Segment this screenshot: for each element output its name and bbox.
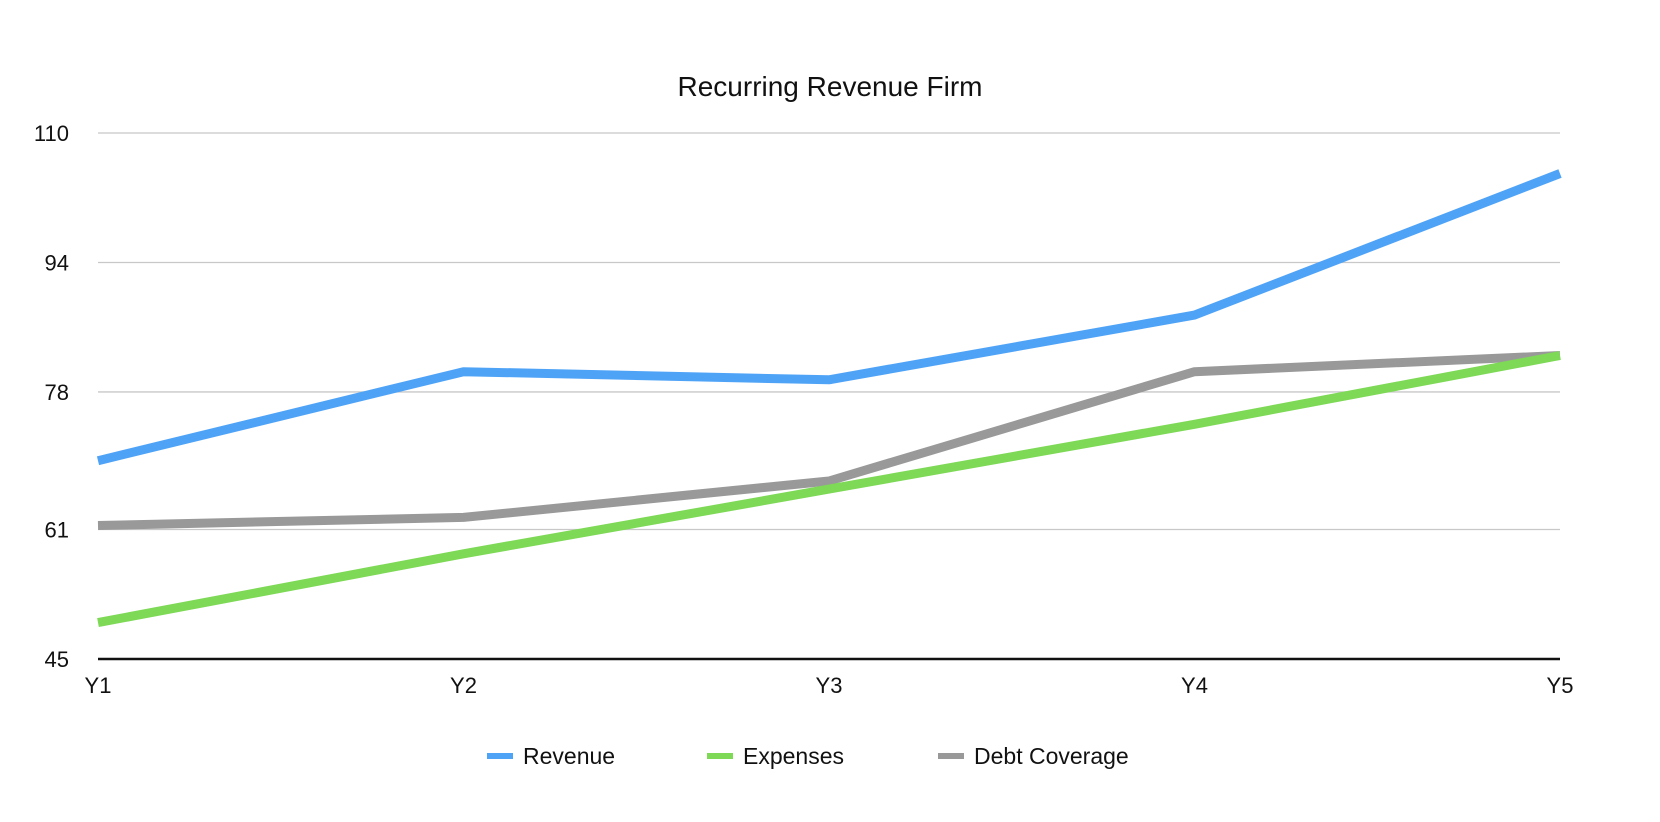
y-tick-label: 94 bbox=[45, 250, 69, 275]
series-line-debt-coverage bbox=[97, 351, 1561, 530]
x-tick-label: Y1 bbox=[85, 673, 112, 698]
x-tick-label: Y5 bbox=[1547, 673, 1574, 698]
chart-title: Recurring Revenue Firm bbox=[678, 71, 983, 102]
legend-item: Debt Coverage bbox=[938, 743, 1129, 769]
legend-label: Revenue bbox=[523, 743, 615, 769]
x-tick-label: Y3 bbox=[816, 673, 843, 698]
axis-layer: 45 61 78 94 110 Y1 Y2 Y3 Y4 Y5 bbox=[34, 121, 1574, 698]
y-tick-label: 78 bbox=[45, 380, 69, 405]
x-tick-label: Y4 bbox=[1181, 673, 1208, 698]
legend-label: Expenses bbox=[743, 743, 844, 769]
y-tick-label: 61 bbox=[45, 518, 69, 543]
legend: Revenue Expenses Debt Coverage bbox=[487, 743, 1129, 769]
y-tick-label: 110 bbox=[34, 121, 69, 146]
x-tick-label: Y2 bbox=[450, 673, 477, 698]
series-line-expenses bbox=[97, 351, 1561, 628]
legend-item: Expenses bbox=[707, 743, 844, 769]
y-tick-label: 45 bbox=[45, 647, 69, 672]
legend-label: Debt Coverage bbox=[974, 743, 1129, 769]
series-line-revenue bbox=[96, 169, 1562, 466]
grid-layer bbox=[98, 132, 1560, 531]
legend-item: Revenue bbox=[487, 743, 615, 769]
series-layer bbox=[96, 169, 1562, 628]
